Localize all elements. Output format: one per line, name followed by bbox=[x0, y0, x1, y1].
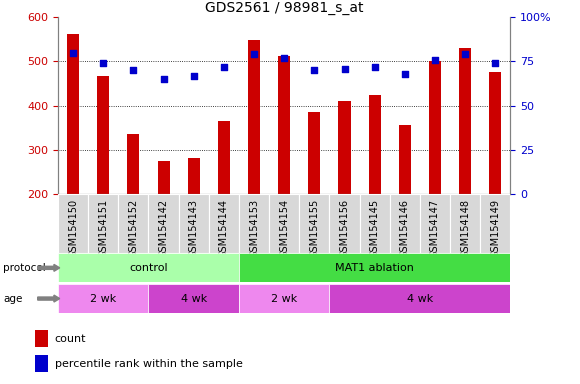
Text: GSM154148: GSM154148 bbox=[460, 199, 470, 258]
Bar bbox=[490, 72, 501, 194]
Bar bbox=[248, 40, 260, 194]
Bar bbox=[239, 194, 269, 253]
Point bbox=[370, 64, 379, 70]
Text: 4 wk: 4 wk bbox=[407, 293, 433, 304]
Bar bbox=[329, 194, 360, 253]
Text: GSM154156: GSM154156 bbox=[339, 199, 350, 258]
Text: count: count bbox=[55, 334, 86, 344]
Bar bbox=[269, 194, 299, 253]
Text: age: age bbox=[3, 293, 22, 304]
Bar bbox=[329, 284, 510, 313]
Bar bbox=[67, 34, 79, 194]
Point bbox=[129, 67, 138, 73]
Text: GSM154155: GSM154155 bbox=[309, 199, 320, 258]
Point bbox=[400, 71, 409, 77]
Bar bbox=[278, 56, 290, 194]
Bar bbox=[459, 48, 471, 194]
Text: 2 wk: 2 wk bbox=[90, 293, 117, 304]
Text: MAT1 ablation: MAT1 ablation bbox=[335, 263, 414, 273]
Bar bbox=[35, 355, 48, 372]
Bar bbox=[239, 284, 329, 313]
Text: GSM154151: GSM154151 bbox=[98, 199, 108, 258]
Text: protocol: protocol bbox=[3, 263, 46, 273]
Bar bbox=[58, 284, 148, 313]
Bar bbox=[450, 194, 480, 253]
Bar bbox=[188, 158, 200, 194]
Bar bbox=[58, 253, 239, 282]
Text: GSM154143: GSM154143 bbox=[188, 199, 199, 258]
Bar bbox=[209, 194, 239, 253]
Point bbox=[189, 73, 198, 79]
Text: 4 wk: 4 wk bbox=[180, 293, 207, 304]
Bar bbox=[97, 76, 109, 194]
Bar bbox=[218, 121, 230, 194]
Bar bbox=[390, 194, 420, 253]
Text: GSM154147: GSM154147 bbox=[430, 199, 440, 258]
Point bbox=[491, 60, 500, 66]
Point bbox=[219, 64, 229, 70]
Text: GSM154153: GSM154153 bbox=[249, 199, 259, 258]
Point bbox=[310, 67, 319, 73]
Point bbox=[99, 60, 108, 66]
Title: GDS2561 / 98981_s_at: GDS2561 / 98981_s_at bbox=[205, 1, 364, 15]
Text: GSM154152: GSM154152 bbox=[128, 199, 139, 258]
Bar bbox=[399, 124, 411, 194]
Bar bbox=[360, 194, 390, 253]
Bar bbox=[158, 161, 169, 194]
Point bbox=[159, 76, 168, 82]
Point bbox=[68, 50, 78, 56]
Bar bbox=[309, 112, 320, 194]
Bar bbox=[429, 61, 441, 194]
Point bbox=[249, 51, 259, 58]
Point bbox=[461, 51, 470, 58]
Text: GSM154144: GSM154144 bbox=[219, 199, 229, 258]
Bar bbox=[299, 194, 329, 253]
Text: GSM154142: GSM154142 bbox=[158, 199, 169, 258]
Text: GSM154154: GSM154154 bbox=[279, 199, 289, 258]
Text: percentile rank within the sample: percentile rank within the sample bbox=[55, 359, 242, 369]
Text: 2 wk: 2 wk bbox=[271, 293, 298, 304]
Bar bbox=[239, 253, 510, 282]
Point bbox=[430, 56, 440, 63]
Bar bbox=[128, 134, 139, 194]
Bar bbox=[35, 330, 48, 348]
Text: GSM154149: GSM154149 bbox=[490, 199, 501, 258]
Point bbox=[340, 65, 349, 71]
Bar bbox=[88, 194, 118, 253]
Bar bbox=[179, 194, 209, 253]
Bar bbox=[420, 194, 450, 253]
Bar bbox=[480, 194, 510, 253]
Bar bbox=[148, 194, 179, 253]
Text: GSM154145: GSM154145 bbox=[369, 199, 380, 258]
Bar bbox=[118, 194, 148, 253]
Bar bbox=[369, 95, 380, 194]
Text: GSM154150: GSM154150 bbox=[68, 199, 78, 258]
Bar bbox=[339, 101, 350, 194]
Text: control: control bbox=[129, 263, 168, 273]
Bar bbox=[58, 194, 88, 253]
Text: GSM154146: GSM154146 bbox=[400, 199, 410, 258]
Bar bbox=[148, 284, 239, 313]
Point bbox=[280, 55, 289, 61]
